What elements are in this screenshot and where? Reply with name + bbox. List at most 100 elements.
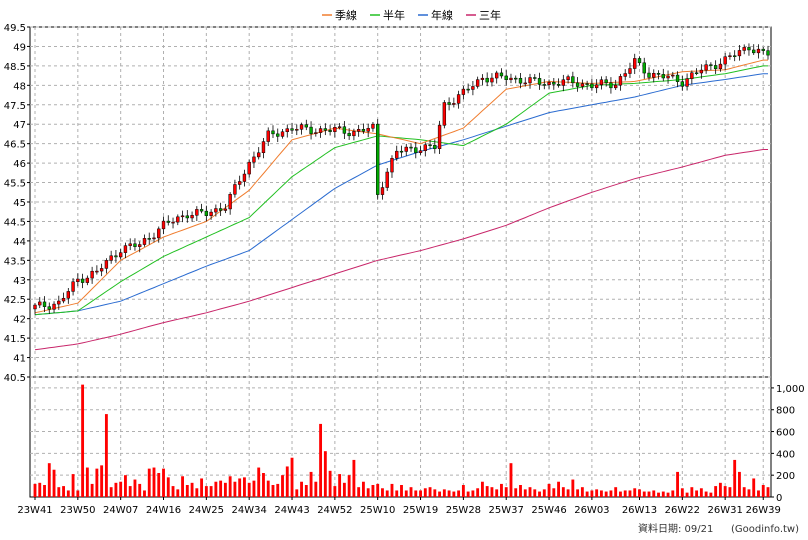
candle-body: [694, 72, 699, 75]
price-tick-label: 44.5: [4, 217, 26, 228]
data-date-label: 資料日期: 09/21: [638, 522, 713, 535]
volume-bar: [766, 487, 770, 497]
candle-body: [280, 131, 285, 137]
volume-bar: [166, 477, 170, 497]
candle-body: [395, 150, 399, 159]
candle-body: [547, 81, 551, 86]
x-tick-label: 25W19: [403, 505, 438, 516]
candle-body: [214, 208, 218, 213]
candle-body: [323, 128, 328, 131]
volume-bar: [709, 492, 713, 497]
x-tick-label: 26W31: [707, 505, 742, 516]
candle-body: [466, 88, 470, 91]
volume-bar: [200, 478, 204, 497]
volume-bar: [623, 490, 627, 497]
candle-body: [471, 86, 475, 90]
candle-body: [585, 83, 589, 85]
candle-body: [76, 278, 80, 283]
candle-body: [233, 184, 237, 195]
x-tick-label: 26W22: [665, 505, 700, 516]
volume-bar: [452, 491, 456, 497]
volume-bar: [66, 490, 70, 497]
candle-body: [290, 128, 294, 131]
candle-body: [480, 77, 485, 80]
x-tick-label: 23W50: [60, 505, 95, 516]
volume-bar: [690, 487, 694, 497]
volume-bar: [281, 475, 284, 497]
candle-body: [766, 50, 770, 56]
volume-bar: [257, 467, 261, 497]
candle-body: [361, 129, 366, 132]
volume-bar: [395, 490, 399, 497]
volume-bar: [523, 489, 527, 497]
volume-bar: [238, 478, 242, 497]
candle-body: [675, 74, 680, 82]
volume-bar: [671, 490, 675, 497]
volume-bar: [747, 489, 751, 497]
price-tick-label: 44: [13, 237, 26, 248]
candle-body: [604, 79, 608, 84]
candle-body: [528, 77, 532, 84]
volume-bar: [457, 490, 461, 497]
candle-body: [223, 208, 228, 211]
price-axis-labels: 40.5 41 41.5 42 42.5 43 43.5 44 44.5 45 45.5 46 46.5…: [4, 23, 30, 384]
volume-bar: [314, 481, 318, 497]
x-tick-label: 26W13: [622, 505, 657, 516]
candle-body: [276, 133, 280, 137]
volume-bar: [381, 488, 384, 497]
candle-body: [485, 77, 489, 83]
candle-body: [685, 78, 689, 87]
candle-body: [123, 245, 128, 253]
candle-body: [61, 297, 66, 302]
candle-body: [504, 75, 508, 81]
candle-body: [80, 278, 85, 283]
volume-bar: [214, 481, 218, 497]
candle-body: [404, 146, 408, 152]
volume-tick-label: 600: [776, 428, 795, 439]
candle-body: [642, 62, 646, 74]
candle-body: [514, 77, 518, 80]
candle-body: [690, 72, 694, 79]
volume-bar: [561, 487, 565, 497]
candlesticks: [33, 43, 770, 315]
volume-bar: [247, 482, 251, 497]
candle-body: [318, 128, 323, 133]
volume-bar: [476, 488, 480, 497]
volume-tick-label: 800: [776, 406, 795, 417]
candle-body: [152, 237, 156, 240]
volume-bar: [76, 490, 80, 497]
volume-bar: [495, 489, 499, 497]
volume-bar: [528, 487, 532, 497]
volume-bar: [100, 465, 104, 497]
price-tick-label: 41.5: [4, 334, 26, 345]
volume-bar: [128, 486, 132, 497]
candle-body: [257, 152, 261, 158]
candle-body: [537, 78, 542, 85]
volume-bar: [385, 490, 389, 497]
volume-bar: [676, 471, 679, 497]
x-tick-label: 24W16: [146, 505, 181, 516]
price-tick-label: 49.5: [4, 23, 26, 34]
candle-body: [185, 215, 189, 219]
grid-lines: [30, 26, 771, 497]
candle-body: [218, 208, 223, 211]
candle-body: [452, 103, 456, 105]
candle-body: [456, 94, 461, 104]
volume-tick-label: 200: [776, 471, 795, 482]
x-tick-label: 25W10: [360, 505, 395, 516]
volume-bar: [143, 490, 146, 497]
candle-body: [371, 123, 375, 129]
candle-body: [671, 74, 675, 77]
volume-bar: [300, 481, 303, 497]
candle-body: [713, 65, 718, 70]
volume-bar: [599, 490, 603, 497]
volume-bar: [371, 485, 375, 497]
candle-body: [599, 79, 604, 85]
volume-bar: [590, 490, 594, 497]
ma-line-ma_half_kp: [34, 65, 768, 316]
candle-body: [42, 301, 47, 307]
volume-bar: [757, 490, 760, 497]
candle-body: [423, 144, 427, 151]
candle-body: [304, 124, 308, 128]
candle-body: [380, 187, 385, 195]
